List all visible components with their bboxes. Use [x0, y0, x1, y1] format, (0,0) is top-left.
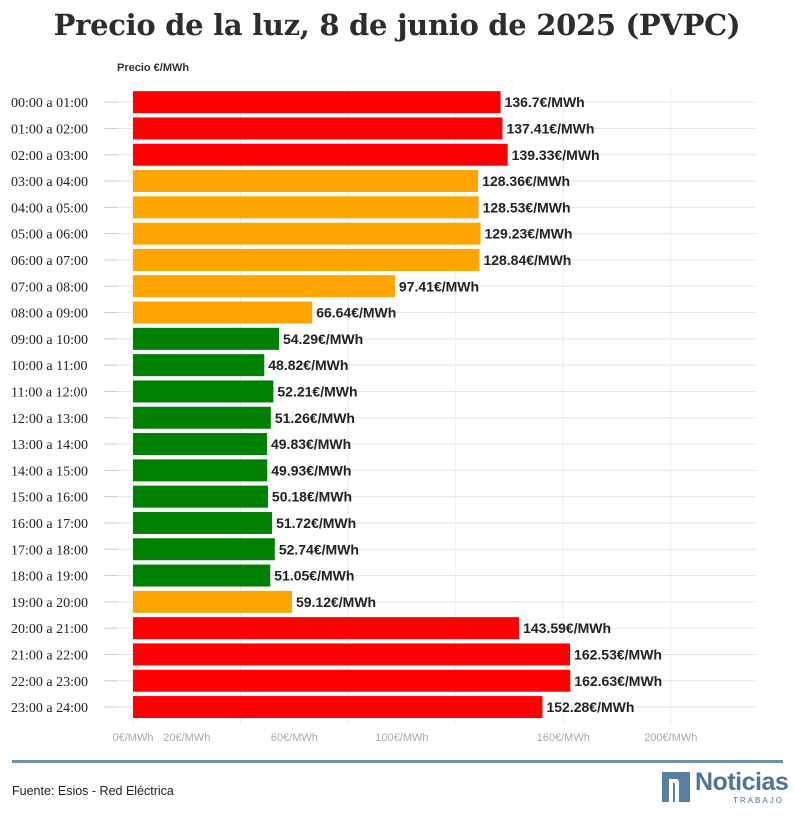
category-label: 00:00 a 01:00 [11, 96, 88, 111]
category-label: 07:00 a 08:00 [11, 280, 88, 295]
price-bar-chart: 00:00 a 01:00 136.7€/MWh 01:00 a 02:00 137.… [11, 89, 756, 744]
value-label: 59.12€/MWh [296, 594, 376, 610]
value-label: 128.36€/MWh [482, 173, 570, 189]
category-label: 15:00 a 16:00 [11, 491, 88, 506]
category-label: 22:00 a 23:00 [11, 675, 88, 690]
bar [133, 511, 273, 534]
bar [133, 248, 480, 271]
category-label: 23:00 a 24:00 [11, 701, 88, 716]
bar [133, 380, 274, 403]
category-label: 17:00 a 18:00 [11, 543, 88, 558]
bar [133, 643, 571, 666]
noticias-trabajo-logo: Noticias TRABAJO [662, 768, 789, 806]
category-label: 13:00 a 14:00 [11, 438, 88, 453]
value-label: 51.26€/MWh [275, 410, 355, 426]
bar [133, 301, 313, 324]
logo-name: Noticias [695, 768, 789, 796]
value-label: 128.84€/MWh [483, 252, 571, 268]
value-label: 139.33€/MWh [512, 147, 600, 163]
bar [133, 275, 395, 298]
axis-title: Precio €/MWh [117, 62, 190, 74]
value-label: 50.18€/MWh [272, 489, 352, 505]
category-label: 12:00 a 13:00 [11, 412, 88, 427]
bar [133, 485, 268, 508]
value-label: 51.05€/MWh [274, 568, 354, 584]
bar [133, 327, 279, 350]
bar [133, 459, 268, 482]
bar [133, 538, 275, 561]
value-label: 52.74€/MWh [279, 541, 359, 557]
category-label: 06:00 a 07:00 [11, 254, 88, 269]
bar [133, 354, 265, 377]
value-label: 66.64€/MWh [316, 305, 396, 321]
x-tick-label: 100€/MWh [375, 732, 428, 744]
value-label: 97.41€/MWh [399, 278, 479, 294]
value-label: 162.63€/MWh [574, 673, 662, 689]
category-label: 18:00 a 19:00 [11, 570, 88, 585]
x-tick-label: 60€/MWh [271, 732, 318, 744]
value-label: 128.53€/MWh [483, 199, 571, 215]
value-label: 49.83€/MWh [271, 436, 351, 452]
category-label: 08:00 a 09:00 [11, 307, 88, 322]
value-label: 162.53€/MWh [574, 646, 662, 662]
value-label: 54.29€/MWh [283, 331, 363, 347]
category-label: 14:00 a 15:00 [11, 464, 88, 479]
logo-subtitle: TRABAJO [733, 796, 784, 805]
value-label: 152.28€/MWh [546, 699, 634, 715]
value-label: 143.59€/MWh [523, 620, 611, 636]
category-label: 16:00 a 17:00 [11, 517, 88, 532]
bar [133, 564, 271, 587]
bar [133, 170, 479, 193]
category-label: 03:00 a 04:00 [11, 175, 88, 190]
category-label: 01:00 a 02:00 [11, 122, 88, 137]
value-label: 52.21€/MWh [277, 383, 357, 399]
bar [133, 669, 571, 692]
category-label: 09:00 a 10:00 [11, 333, 88, 348]
x-tick-label: 200€/MWh [644, 732, 697, 744]
x-tick-label: 20€/MWh [163, 732, 210, 744]
bar [133, 617, 520, 640]
value-label: 48.82€/MWh [268, 357, 348, 373]
source-note: Fuente: Esios - Red Eléctrica [12, 784, 174, 798]
page-title: Precio de la luz, 8 de junio de 2025 (PV… [53, 8, 741, 42]
bar [133, 196, 479, 219]
footer-divider [12, 760, 783, 763]
category-label: 20:00 a 21:00 [11, 622, 88, 637]
category-label: 10:00 a 11:00 [11, 359, 87, 374]
x-tick-label: 0€/MWh [113, 732, 154, 744]
value-label: 137.41€/MWh [506, 120, 594, 136]
category-label: 11:00 a 12:00 [11, 385, 87, 400]
value-label: 51.72€/MWh [276, 515, 356, 531]
bar [133, 143, 508, 166]
category-label: 05:00 a 06:00 [11, 228, 88, 243]
bar [133, 433, 267, 456]
category-label: 02:00 a 03:00 [11, 149, 88, 164]
category-label: 04:00 a 05:00 [11, 201, 88, 216]
bar [133, 117, 503, 140]
value-label: 49.93€/MWh [271, 462, 351, 478]
category-label: 19:00 a 20:00 [11, 596, 88, 611]
value-label: 136.7€/MWh [505, 94, 585, 110]
category-label: 21:00 a 22:00 [11, 648, 88, 663]
bar [133, 91, 501, 114]
value-label: 129.23€/MWh [484, 226, 572, 242]
x-tick-label: 160€/MWh [537, 732, 590, 744]
bar [133, 590, 292, 613]
bar [133, 696, 543, 719]
logo-n-icon [662, 772, 690, 802]
bar [133, 406, 271, 429]
bar [133, 222, 481, 245]
